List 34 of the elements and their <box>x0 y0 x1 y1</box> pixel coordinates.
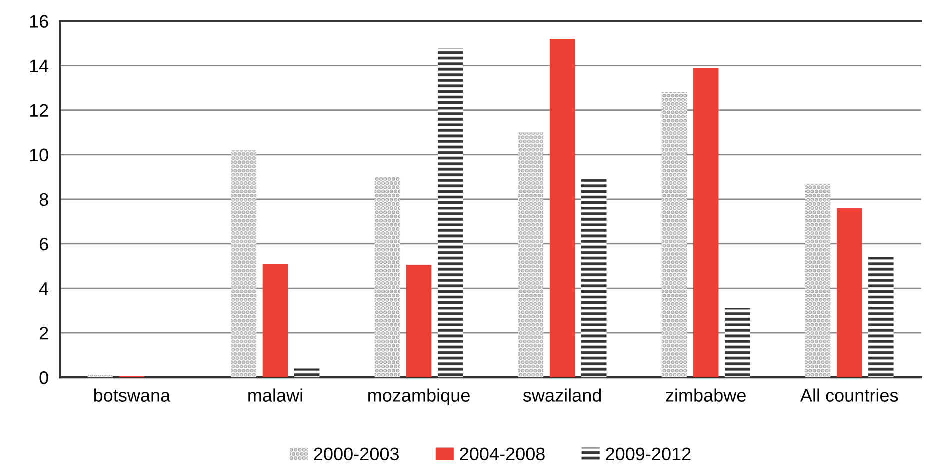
y-tick-label: 4 <box>39 282 49 296</box>
legend-label: 2004-2008 <box>460 448 545 461</box>
y-tick-label: 14 <box>30 60 49 72</box>
bar <box>231 150 257 378</box>
bar <box>88 375 114 378</box>
y-tick-label: 12 <box>30 104 48 117</box>
bar <box>805 184 831 378</box>
bar <box>662 92 688 378</box>
x-tick-label: swaziland <box>523 388 602 402</box>
bar <box>262 264 288 378</box>
bar <box>294 368 320 378</box>
bar <box>836 208 862 378</box>
y-tick-label: 2 <box>40 326 48 340</box>
legend-label: 2009-2012 <box>606 448 691 461</box>
x-tick-label: All countries <box>800 388 898 402</box>
y-tick-label: 16 <box>30 15 48 28</box>
y-tick-label: 6 <box>40 238 48 251</box>
y-tick-label: 0 <box>40 372 48 384</box>
bar <box>868 257 894 378</box>
bar <box>406 265 432 378</box>
bar <box>550 39 576 378</box>
bar <box>693 68 719 378</box>
bar <box>518 132 544 378</box>
x-tick-label: malawi <box>248 388 302 402</box>
bar <box>374 177 400 378</box>
y-tick-label: 8 <box>40 193 48 206</box>
y-tick-label: 10 <box>30 148 48 162</box>
x-tick-label: zimbabwe <box>666 388 746 402</box>
bar <box>438 48 464 378</box>
x-tick-label: mozambique <box>368 388 470 406</box>
legend-label: 2000-2003 <box>314 448 399 461</box>
bar <box>581 179 607 378</box>
bar <box>725 308 750 378</box>
x-tick-label: botswana <box>94 388 171 402</box>
